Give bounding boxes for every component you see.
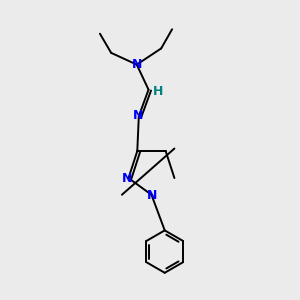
Text: N: N [147,189,158,202]
Text: N: N [133,109,143,122]
Text: N: N [132,58,142,71]
Text: N: N [122,172,132,184]
Text: H: H [153,85,163,98]
